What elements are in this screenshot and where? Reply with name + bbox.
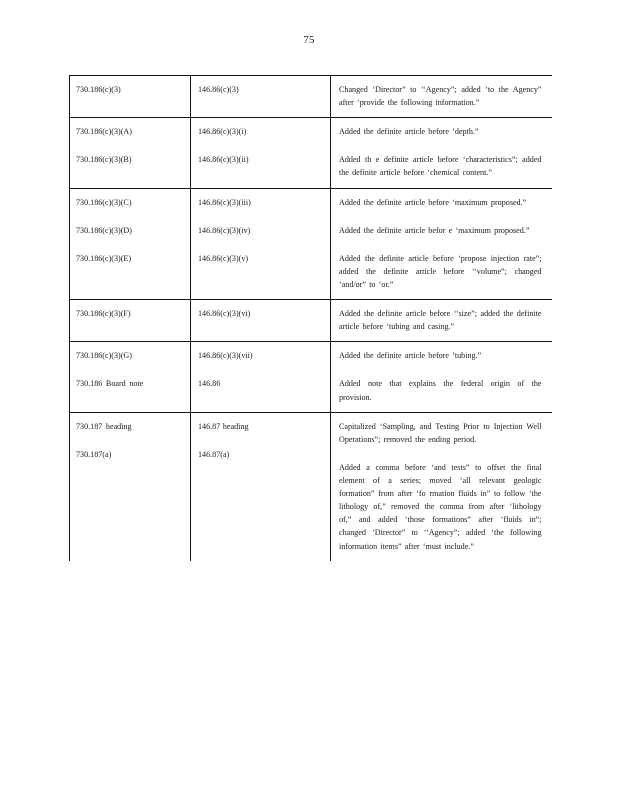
change-description-cell: Added the definite article before ‘tubin… [330, 341, 552, 413]
state-citation-cell: 730.186(c)(3) [69, 74, 191, 118]
state-citation-cell: 730.186(c)(3)(A) 730.186(c)(3)(B) [69, 117, 191, 189]
change-description: Added the definite article before ‘‘size… [339, 309, 542, 332]
federal-citation-cell: 146.86(c)(3)(vi) [190, 299, 331, 342]
state-citation: 730.187 heading [76, 421, 132, 431]
change-description-cell: Capitalized ‘Sampling, and Testing Prior… [330, 411, 552, 561]
table-row: 730.186(c)(3)(A) 730.186(c)(3)(B) 146.86… [69, 117, 552, 189]
change-description-cell: Added the definite article before ‘‘size… [330, 299, 552, 342]
state-citation: 730.186(c)(3)(C) [76, 197, 132, 207]
change-description: Added the definite article before ‘propo… [339, 253, 542, 289]
federal-citation-cell: 146.86(c)(3)(iii) 146.86(c)(3)(iv) 146.8… [190, 187, 331, 300]
state-citation: 730.186 Board note [76, 379, 144, 389]
change-description-cell: Added the definite article before ‘maxim… [330, 187, 552, 300]
table-row: 730.186(c)(3) 146.86(c)(3) Changed ‘Dire… [69, 74, 552, 118]
change-description: Added the definite article before ‘maxim… [339, 197, 527, 207]
table-body: 730.186(c)(3) 146.86(c)(3) Changed ‘Dire… [69, 74, 552, 561]
federal-citation: 146.86(c)(3)(ii) [198, 155, 249, 165]
change-description-cell: Added the definite article before ‘depth… [330, 117, 552, 189]
state-citation: 730.186(c)(3)(D) [76, 225, 132, 235]
federal-citation: 146.86(c)(3)(vi) [198, 309, 251, 319]
federal-citation-cell: 146.87 heading 146.87(a) [190, 411, 331, 561]
federal-citation: 146.86(c)(3)(iii) [198, 197, 251, 207]
state-citation-cell: 730.186(c)(3)(C) 730.186(c)(3)(D) 730.18… [69, 187, 191, 300]
change-description: Added the definite article before ‘depth… [339, 127, 479, 137]
state-citation-cell: 730.187 heading 730.187(a) [69, 411, 191, 561]
state-citation: 730.186(c)(3)(B) [76, 155, 132, 165]
state-citation: 730.186(c)(3)(G) [76, 351, 132, 361]
change-description: Added the definite article befor e ‘maxi… [339, 225, 530, 235]
state-citation: 730.186(c)(3)(E) [76, 253, 132, 263]
federal-citation: 146.86(c)(3)(i) [198, 127, 247, 137]
state-citation-cell: 730.186(c)(3)(F) [69, 299, 191, 342]
table-row: 730.186(c)(3)(F) 146.86(c)(3)(vi) Added … [69, 299, 552, 342]
page-number: 75 [303, 34, 315, 46]
change-description: Added a comma before ‘and tests” to offs… [339, 462, 542, 551]
federal-citation: 146.87(a) [198, 449, 230, 459]
table-row: 730.186(c)(3)(G) 730.186 Board note 146.… [69, 341, 552, 413]
change-description: Capitalized ‘Sampling, and Testing Prior… [339, 421, 542, 444]
rule-comparison-table: 730.186(c)(3) 146.86(c)(3) Changed ‘Dire… [69, 74, 552, 561]
change-description: Changed ‘Director” to ‘‘Agency”; added ‘… [339, 85, 542, 108]
federal-citation: 146.87 heading [198, 421, 249, 431]
federal-citation: 146.86(c)(3)(v) [198, 253, 249, 263]
table-row: 730.187 heading 730.187(a) 146.87 headin… [69, 411, 552, 561]
change-description: Added th e definite article before ‘char… [339, 155, 542, 178]
federal-citation-cell: 146.86(c)(3) [190, 74, 331, 118]
state-citation: 730.187(a) [76, 449, 112, 459]
state-citation: 730.186(c)(3)(A) [76, 127, 132, 137]
table-row: 730.186(c)(3)(C) 730.186(c)(3)(D) 730.18… [69, 187, 552, 300]
change-description: Added note that explains the federal ori… [339, 379, 542, 402]
change-description-cell: Changed ‘Director” to ‘‘Agency”; added ‘… [330, 74, 552, 118]
state-citation-cell: 730.186(c)(3)(G) 730.186 Board note [69, 341, 191, 413]
change-description: Added the definite article before ‘tubin… [339, 351, 482, 361]
state-citation: 730.186(c)(3) [76, 85, 121, 94]
federal-citation-cell: 146.86(c)(3)(i) 146.86(c)(3)(ii) [190, 117, 331, 189]
federal-citation: 146.86(c)(3)(iv) [198, 225, 251, 235]
federal-citation: 146.86(c)(3) [198, 85, 239, 94]
federal-citation: 146.86 [198, 379, 221, 389]
state-citation: 730.186(c)(3)(F) [76, 309, 131, 319]
federal-citation-cell: 146.86(c)(3)(vii) 146.86 [190, 341, 331, 413]
federal-citation: 146.86(c)(3)(vii) [198, 351, 253, 361]
